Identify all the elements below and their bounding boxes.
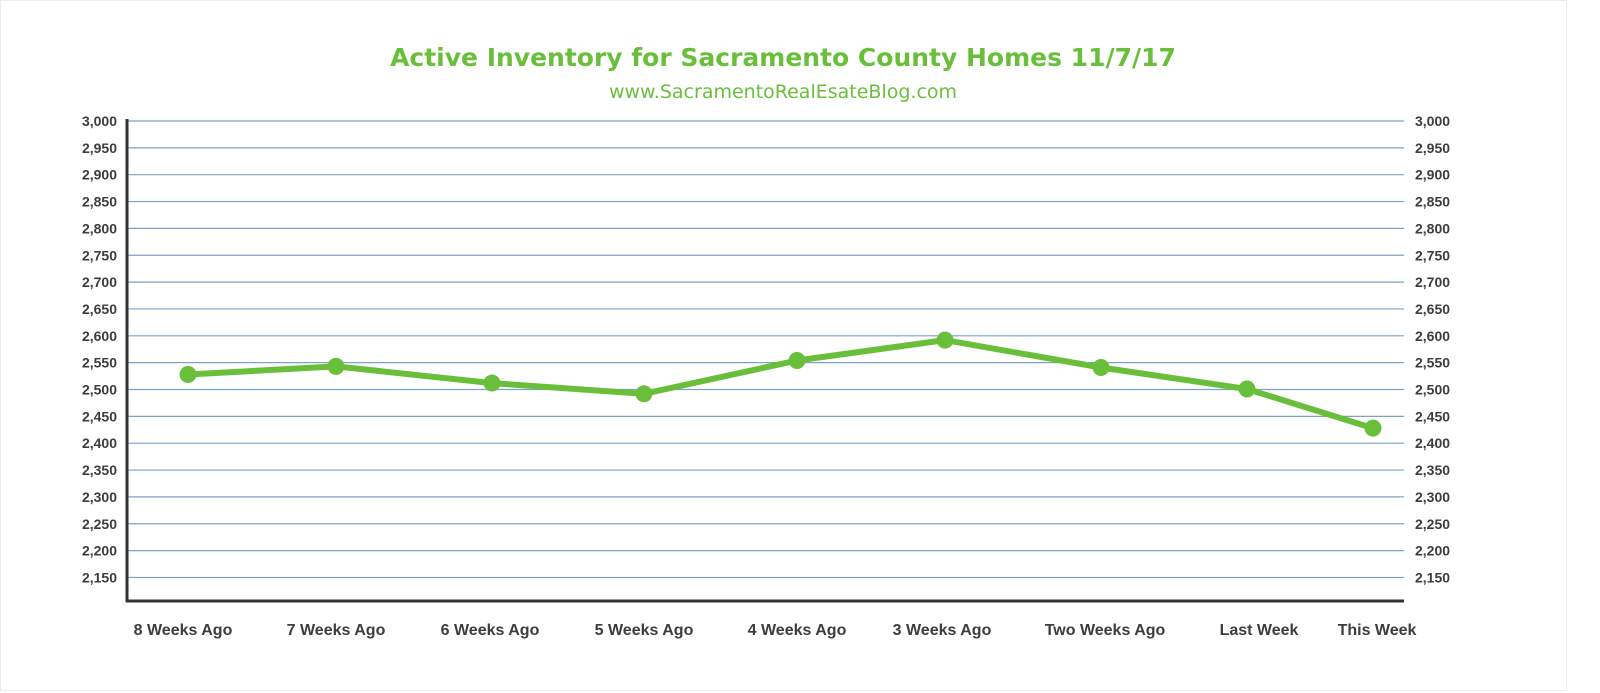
x-tick-label: Two Weeks Ago [1045,622,1166,639]
x-tick-label: 6 Weeks Ago [441,622,540,639]
y-tick-label-right: 3,000 [1415,113,1450,129]
y-tick-label-right: 2,150 [1415,569,1450,585]
y-tick-label-left: 2,150 [82,569,117,585]
x-tick-label: 7 Weeks Ago [287,622,386,639]
y-tick-label-left: 2,900 [82,167,117,183]
chart-title: Active Inventory for Sacramento County H… [390,43,1176,72]
y-axis-right: 3,000 2,950 2,900 2,850 2,800 2,750 2,700 2,650… [1415,113,1450,585]
axes [125,119,1404,603]
y-tick-label-right: 2,250 [1415,516,1450,532]
data-point [936,331,954,349]
y-tick-label-left: 2,250 [82,516,117,532]
y-tick-label-left: 3,000 [82,113,117,129]
y-tick-label-right: 2,950 [1415,140,1450,156]
y-tick-label-left: 2,400 [82,435,117,451]
series-inventory [179,331,1382,437]
y-tick-label-left: 2,750 [82,247,117,263]
y-tick-label-left: 2,200 [82,543,117,559]
y-tick-label-left: 2,700 [82,274,117,290]
y-tick-label-left: 2,350 [82,462,117,478]
y-tick-label-right: 2,450 [1415,408,1450,424]
y-tick-label-right: 2,850 [1415,194,1450,210]
data-point [483,374,501,392]
series-line [185,337,1376,432]
y-tick-label-left: 2,500 [82,382,117,398]
x-tick-label: Last Week [1220,622,1299,639]
y-tick-label-right: 2,650 [1415,301,1450,317]
x-tick-label: 3 Weeks Ago [893,622,992,639]
y-tick-label-left: 2,650 [82,301,117,317]
y-tick-label-right: 2,300 [1415,489,1450,505]
y-tick-label-left: 2,550 [82,355,117,371]
data-point [1092,358,1110,376]
y-tick-label-right: 2,350 [1415,462,1450,478]
y-tick-label-left: 2,850 [82,194,117,210]
y-tick-label-left: 2,950 [82,140,117,156]
x-tick-label: 5 Weeks Ago [595,622,694,639]
data-point [1364,419,1382,437]
y-tick-label-right: 2,200 [1415,543,1450,559]
data-point [327,357,345,375]
data-point [635,385,653,403]
x-tick-label: 4 Weeks Ago [748,622,847,639]
x-axis: 8 Weeks Ago 7 Weeks Ago 6 Weeks Ago 5 Weeks… [134,622,1417,639]
y-tick-label-right: 2,400 [1415,435,1450,451]
y-tick-label-right: 2,800 [1415,220,1450,236]
y-tick-label-left: 2,300 [82,489,117,505]
x-tick-label: This Week [1338,622,1417,639]
y-axis-left: 3,000 2,950 2,900 2,850 2,800 2,750 2,700 2,650… [82,113,117,585]
y-tick-label-left: 2,600 [82,328,117,344]
y-tick-label-left: 2,450 [82,408,117,424]
gridlines [127,120,1404,579]
y-tick-label-right: 2,500 [1415,382,1450,398]
y-tick-label-left: 2,800 [82,220,117,236]
y-tick-label-right: 2,600 [1415,328,1450,344]
y-tick-label-right: 2,700 [1415,274,1450,290]
y-tick-label-right: 2,900 [1415,167,1450,183]
x-tick-label: 8 Weeks Ago [134,622,233,639]
y-tick-label-right: 2,750 [1415,247,1450,263]
data-point [1238,380,1256,398]
data-point [788,352,806,370]
y-tick-label-right: 2,550 [1415,355,1450,371]
data-point [179,365,197,383]
chart-subtitle: www.SacramentoRealEsateBlog.com [609,81,957,103]
